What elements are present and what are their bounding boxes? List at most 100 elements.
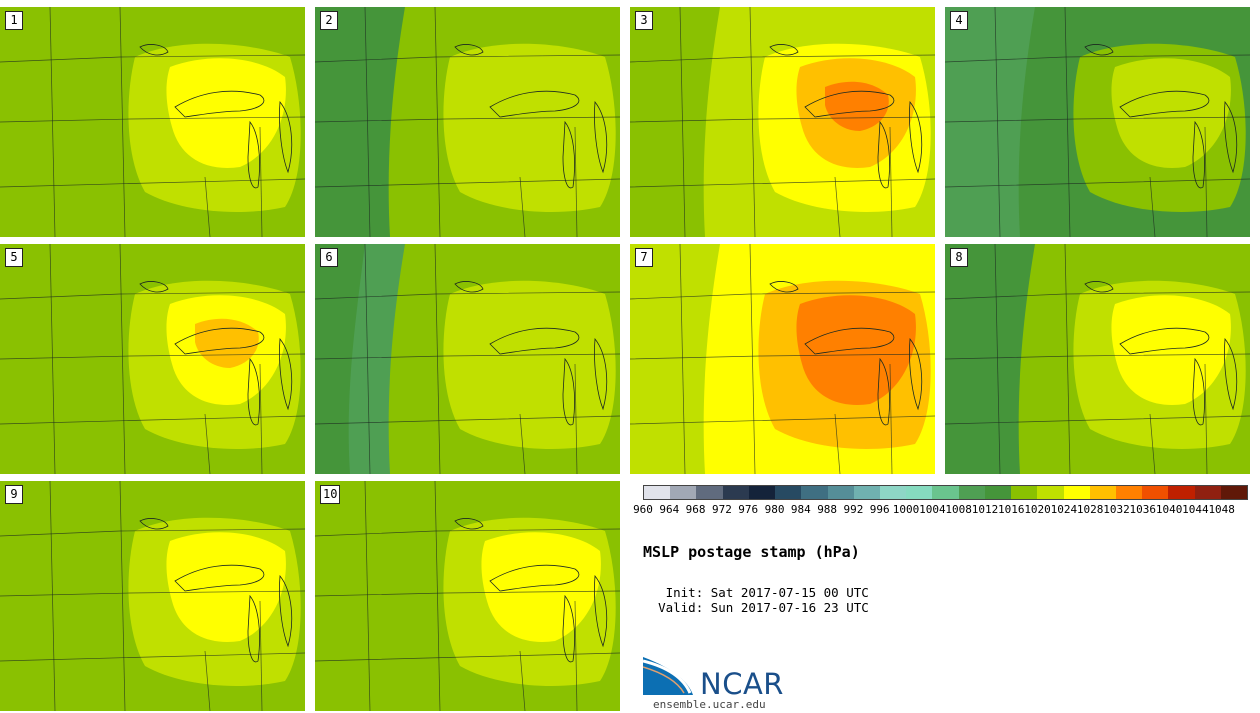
colorbar-tick-label: 992 (843, 503, 864, 516)
colorbar-tick-label: 1032 (1103, 503, 1130, 516)
state-boundary (315, 652, 620, 662)
state-boundary (749, 244, 756, 474)
state-boundary (519, 413, 526, 474)
state-boundary (0, 415, 305, 425)
state-boundary (945, 415, 1250, 425)
lake-outline (279, 574, 293, 648)
pressure-region-1024 (1111, 295, 1231, 405)
lake-outline (769, 44, 799, 56)
state-boundary (1149, 413, 1156, 474)
state-boundary (834, 413, 841, 474)
lake-outline (279, 100, 293, 174)
lake-outline (139, 44, 169, 56)
lake-outline (454, 281, 484, 293)
state-boundary (630, 415, 935, 425)
colorbar-swatch-1016 (1011, 486, 1038, 499)
colorbar-tick-label: 1016 (998, 503, 1025, 516)
member-label: 1 (5, 11, 23, 30)
pressure-region-1008 (945, 7, 1035, 237)
mslp-map (630, 244, 935, 474)
pressure-region-1012 (945, 244, 1035, 474)
state-boundary (519, 176, 526, 237)
lake-outline (1192, 120, 1205, 189)
lake-outline (247, 120, 260, 189)
colorbar-tick-label: 1012 (971, 503, 999, 516)
state-boundary (119, 481, 126, 711)
state-boundary (574, 600, 578, 711)
state-boundary (315, 54, 620, 63)
colorbar-swatch-1036 (1142, 486, 1169, 499)
member-label: 6 (320, 248, 338, 267)
site-url: ensemble.ucar.edu (653, 698, 766, 711)
state-boundary (119, 244, 126, 474)
state-boundary (49, 244, 56, 474)
colorbar-tick-label: 1044 (1182, 503, 1209, 516)
pressure-region-1032 (825, 81, 889, 131)
colorbar-swatch-1012 (984, 486, 1012, 499)
lake-outline (594, 100, 608, 174)
lake-outline (1192, 357, 1205, 426)
valid-line: Valid: Sun 2017-07-16 23 UTC (643, 585, 869, 615)
pressure-colorbar (643, 485, 1248, 500)
state-boundary (0, 291, 305, 300)
colorbar-tick-label: 1024 (1050, 503, 1078, 516)
member-panel-9: 9 (0, 481, 305, 711)
lake-outline (489, 327, 580, 355)
state-boundary (945, 54, 1250, 63)
member-label: 8 (950, 248, 968, 267)
state-boundary (574, 126, 578, 237)
state-boundary (1204, 126, 1208, 237)
member-label: 10 (320, 485, 341, 504)
colorbar-tick-label: 980 (764, 503, 785, 516)
lake-outline (489, 564, 580, 592)
state-boundary (0, 590, 305, 597)
pressure-region-1024 (166, 58, 286, 168)
state-boundary (1064, 7, 1071, 237)
member-label: 7 (635, 248, 653, 267)
lake-outline (909, 100, 923, 174)
colorbar-swatch-1000 (906, 486, 933, 499)
state-boundary (630, 291, 935, 300)
colorbar-tick-label: 976 (738, 503, 759, 516)
colorbar-swatch-1028 (1089, 486, 1116, 499)
colorbar-swatch-1040 (1168, 486, 1195, 499)
member-panel-3: 3 (630, 7, 935, 237)
colorbar-ticks: 960 964 968 972 976 980 984 988 992 996 1000 1004 10… (633, 503, 1248, 517)
member-label: 5 (5, 248, 23, 267)
ncar-logo-icon (643, 657, 693, 695)
pressure-region-1020 (443, 43, 616, 213)
state-boundary (945, 353, 1250, 360)
lake-outline (247, 594, 260, 663)
lake-outline (139, 281, 169, 293)
member-panel-1: 1 (0, 7, 305, 237)
lake-outline (1224, 337, 1238, 411)
state-boundary (630, 116, 935, 123)
member-panel-5: 5 (0, 244, 305, 474)
state-boundary (315, 353, 620, 360)
colorbar-swatch-1044 (1194, 486, 1221, 499)
lake-outline (1084, 281, 1114, 293)
mslp-map (315, 244, 620, 474)
state-boundary (945, 291, 1250, 300)
init-value: Sat 2017-07-15 00 UTC (710, 585, 869, 600)
state-boundary (259, 126, 263, 237)
colorbar-swatch-996 (879, 486, 907, 499)
mslp-map (0, 481, 305, 711)
colorbar-swatch-1032 (1115, 486, 1143, 499)
state-boundary (0, 353, 305, 360)
member-panel-10: 10 (315, 481, 620, 711)
mslp-map (630, 7, 935, 237)
init-label: Init: (665, 585, 704, 600)
lake-outline (454, 518, 484, 530)
colorbar-swatch-1020 (1037, 486, 1064, 499)
colorbar-swatch-972 (722, 486, 749, 499)
state-boundary (259, 363, 263, 474)
member-panel-2: 2 (315, 7, 620, 237)
member-panel-4: 4 (945, 7, 1250, 237)
colorbar-swatch-1008 (958, 486, 985, 499)
state-boundary (519, 650, 526, 711)
colorbar-swatch-984 (801, 486, 828, 499)
lake-outline (174, 90, 265, 118)
state-boundary (945, 178, 1250, 188)
pressure-region-1020 (630, 244, 720, 474)
